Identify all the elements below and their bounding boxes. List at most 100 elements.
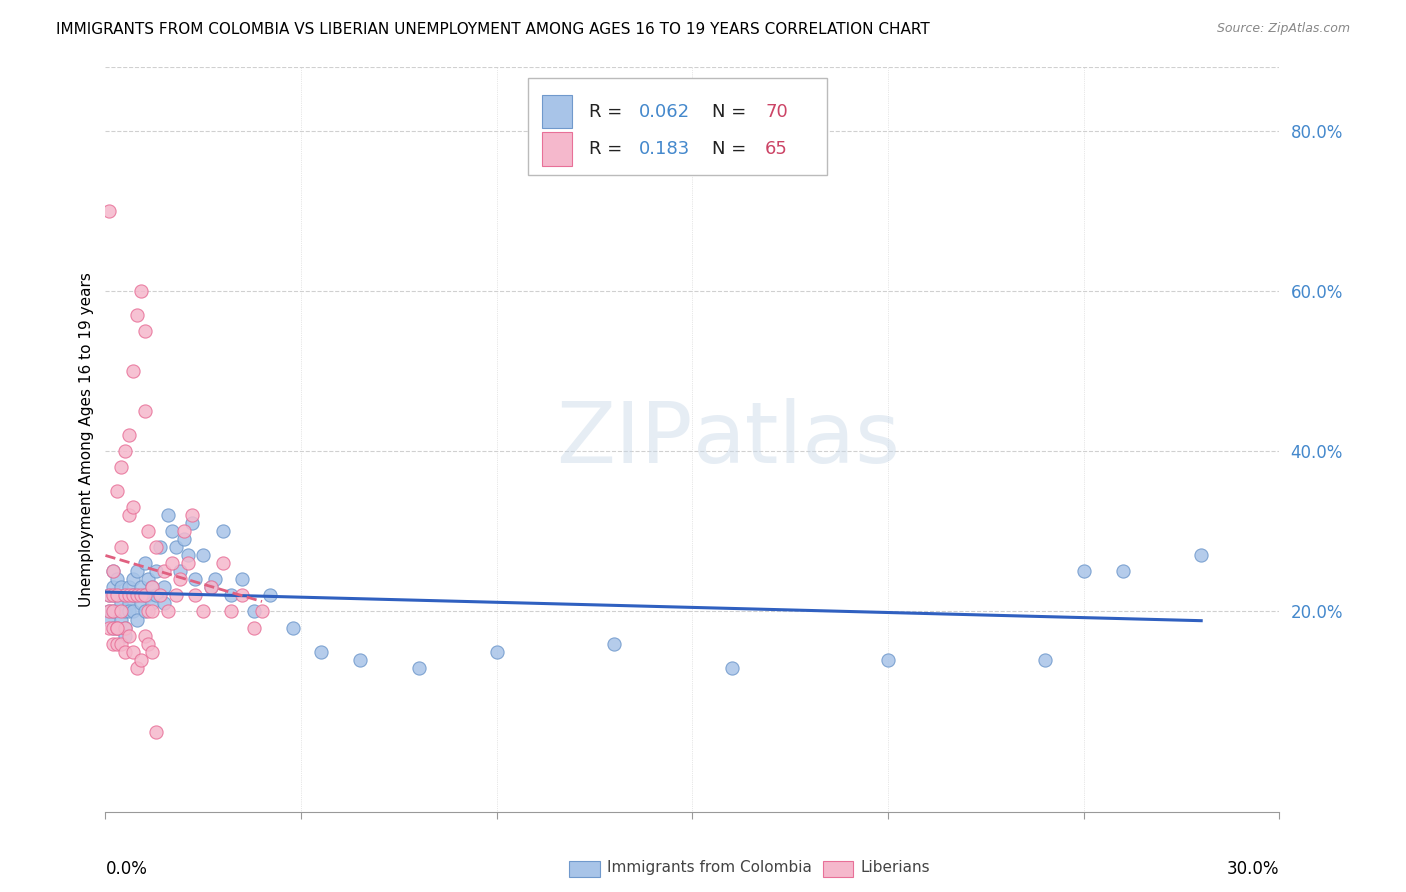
Point — [118, 581, 141, 595]
Point — [193, 605, 215, 619]
Point — [110, 597, 132, 611]
Point — [129, 652, 152, 666]
Point — [98, 204, 121, 219]
Point — [103, 589, 125, 603]
Point — [110, 613, 132, 627]
Point — [114, 620, 136, 634]
Point — [110, 605, 132, 619]
Point — [134, 404, 156, 418]
Point — [98, 589, 121, 603]
Point — [103, 565, 125, 579]
Point — [134, 557, 156, 571]
Point — [180, 508, 202, 523]
Point — [231, 589, 253, 603]
FancyBboxPatch shape — [529, 78, 828, 175]
Point — [121, 589, 143, 603]
Point — [169, 565, 191, 579]
Point — [103, 636, 125, 650]
Point — [110, 460, 132, 475]
Point — [169, 573, 191, 587]
Point — [114, 620, 136, 634]
Text: IMMIGRANTS FROM COLOMBIA VS LIBERIAN UNEMPLOYMENT AMONG AGES 16 TO 19 YEARS CORR: IMMIGRANTS FROM COLOMBIA VS LIBERIAN UNE… — [56, 22, 929, 37]
Text: R =: R = — [589, 103, 628, 120]
Point — [138, 573, 160, 587]
Point — [105, 620, 128, 634]
Text: 0.0%: 0.0% — [105, 860, 148, 878]
Point — [211, 557, 233, 571]
Text: 0.183: 0.183 — [638, 140, 690, 158]
Point — [720, 660, 742, 674]
Point — [250, 605, 273, 619]
Point — [118, 508, 141, 523]
Point — [125, 565, 148, 579]
Point — [184, 573, 207, 587]
Point — [173, 533, 195, 547]
Point — [193, 549, 215, 563]
Point — [98, 613, 121, 627]
Point — [1112, 565, 1135, 579]
Text: 0.062: 0.062 — [638, 103, 689, 120]
Text: Liberians: Liberians — [860, 861, 931, 875]
Point — [103, 581, 125, 595]
Point — [125, 613, 148, 627]
Text: ZIP: ZIP — [555, 398, 692, 481]
Point — [309, 644, 332, 658]
Point — [98, 605, 121, 619]
Point — [138, 636, 160, 650]
Point — [103, 605, 125, 619]
Point — [114, 605, 136, 619]
Point — [125, 660, 148, 674]
Point — [1033, 652, 1056, 666]
Point — [118, 428, 141, 442]
Point — [125, 308, 148, 322]
Point — [408, 660, 430, 674]
Point — [1189, 549, 1212, 563]
Point — [149, 589, 172, 603]
Point — [176, 557, 198, 571]
Point — [114, 444, 136, 458]
Point — [243, 620, 266, 634]
Text: 70: 70 — [765, 103, 787, 120]
Point — [103, 565, 125, 579]
FancyBboxPatch shape — [543, 132, 571, 166]
Point — [141, 581, 163, 595]
Point — [165, 589, 187, 603]
Point — [129, 581, 152, 595]
Point — [219, 589, 242, 603]
Point — [204, 573, 226, 587]
Point — [105, 484, 128, 499]
Point — [125, 589, 148, 603]
Point — [485, 644, 508, 658]
Point — [114, 589, 136, 603]
Point — [114, 589, 136, 603]
Point — [110, 636, 132, 650]
Text: N =: N = — [713, 140, 752, 158]
Point — [1073, 565, 1095, 579]
Point — [200, 581, 222, 595]
Point — [118, 597, 141, 611]
Point — [98, 605, 121, 619]
Point — [105, 605, 128, 619]
Point — [129, 597, 152, 611]
Point — [98, 589, 121, 603]
Point — [129, 284, 152, 298]
Point — [173, 524, 195, 539]
Point — [114, 644, 136, 658]
Point — [105, 620, 128, 634]
Point — [134, 589, 156, 603]
Point — [121, 573, 143, 587]
Point — [145, 541, 167, 555]
Text: 30.0%: 30.0% — [1227, 860, 1279, 878]
Point — [110, 541, 132, 555]
Text: 65: 65 — [765, 140, 789, 158]
Point — [153, 581, 176, 595]
Point — [134, 589, 156, 603]
Text: Source: ZipAtlas.com: Source: ZipAtlas.com — [1216, 22, 1350, 36]
Point — [211, 524, 233, 539]
Point — [180, 516, 202, 531]
Point — [103, 589, 125, 603]
Point — [603, 636, 626, 650]
Point — [110, 581, 132, 595]
Point — [121, 500, 143, 515]
Point — [125, 589, 148, 603]
